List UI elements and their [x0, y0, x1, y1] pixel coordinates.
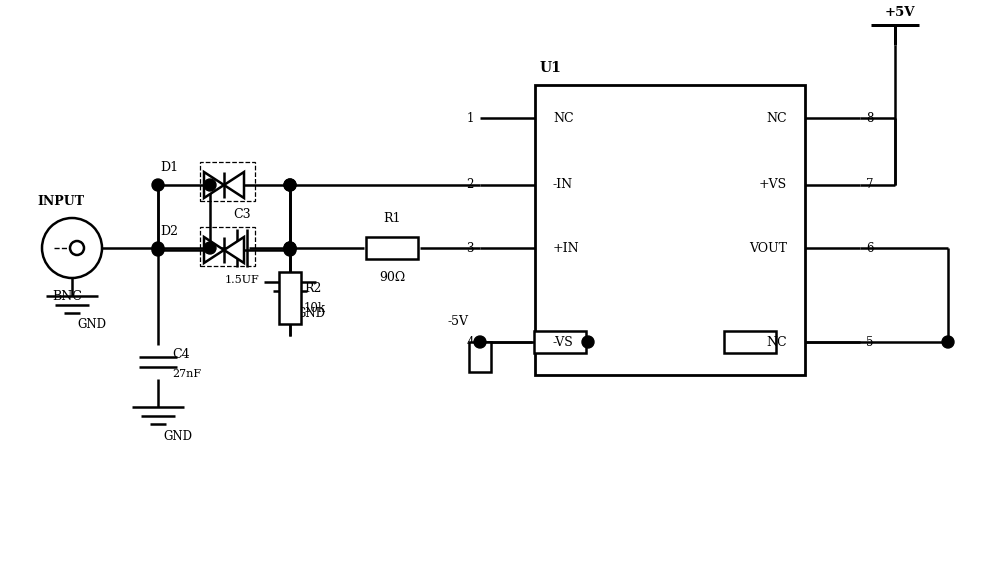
Text: +IN: +IN [553, 241, 580, 255]
Text: 100Ω: 100Ω [733, 360, 767, 373]
Circle shape [204, 242, 216, 254]
Text: C3: C3 [233, 208, 251, 221]
Text: 5: 5 [866, 335, 874, 349]
Text: D2: D2 [160, 225, 178, 238]
Circle shape [70, 241, 84, 255]
Text: 10k: 10k [304, 302, 326, 314]
Text: NC: NC [553, 111, 574, 125]
Text: 8: 8 [866, 111, 873, 125]
Text: D1: D1 [160, 161, 178, 174]
Circle shape [152, 242, 164, 254]
Polygon shape [224, 237, 244, 263]
Text: -IN: -IN [553, 179, 573, 191]
Text: INPUT: INPUT [37, 195, 84, 208]
Polygon shape [204, 237, 224, 263]
Text: GND: GND [77, 318, 106, 331]
Bar [366, 237, 418, 259]
Circle shape [284, 242, 296, 254]
Text: R1: R1 [383, 212, 401, 225]
Text: 7: 7 [866, 179, 874, 191]
Circle shape [474, 336, 486, 348]
Text: U1: U1 [540, 61, 562, 75]
Circle shape [942, 336, 954, 348]
Circle shape [284, 244, 296, 256]
Text: R2: R2 [304, 281, 321, 295]
Circle shape [284, 242, 296, 254]
Text: BNC: BNC [52, 290, 82, 303]
Text: 909Ω: 909Ω [543, 360, 577, 373]
Text: 2: 2 [467, 179, 474, 191]
Text: +5V: +5V [885, 6, 915, 19]
Text: R3: R3 [551, 311, 569, 324]
Circle shape [284, 179, 296, 191]
Bar [724, 331, 776, 353]
Text: 1: 1 [467, 111, 474, 125]
Text: 3: 3 [466, 241, 474, 255]
Text: +VS: +VS [759, 179, 787, 191]
Text: -5V: -5V [448, 315, 469, 328]
Text: 6: 6 [866, 241, 874, 255]
Polygon shape [224, 172, 244, 198]
Text: R4: R4 [741, 311, 759, 324]
Circle shape [42, 218, 102, 278]
Bar [279, 272, 301, 324]
Circle shape [582, 336, 594, 348]
Text: VOUT: VOUT [749, 241, 787, 255]
Text: 90Ω: 90Ω [379, 271, 405, 284]
Text: 1.5UF: 1.5UF [225, 275, 259, 285]
Circle shape [152, 244, 164, 256]
Polygon shape [204, 172, 224, 198]
Text: 27nF: 27nF [172, 369, 201, 379]
Text: GND: GND [163, 430, 192, 443]
Bar [535, 85, 805, 375]
Text: C4: C4 [172, 347, 190, 361]
Circle shape [152, 179, 164, 191]
Text: NC: NC [766, 335, 787, 349]
Bar [469, 342, 491, 372]
Text: 4: 4 [466, 335, 474, 349]
Text: -VS: -VS [553, 335, 574, 349]
Bar [534, 331, 586, 353]
Circle shape [204, 179, 216, 191]
Text: GND: GND [296, 307, 325, 320]
Text: NC: NC [766, 111, 787, 125]
Circle shape [284, 179, 296, 191]
